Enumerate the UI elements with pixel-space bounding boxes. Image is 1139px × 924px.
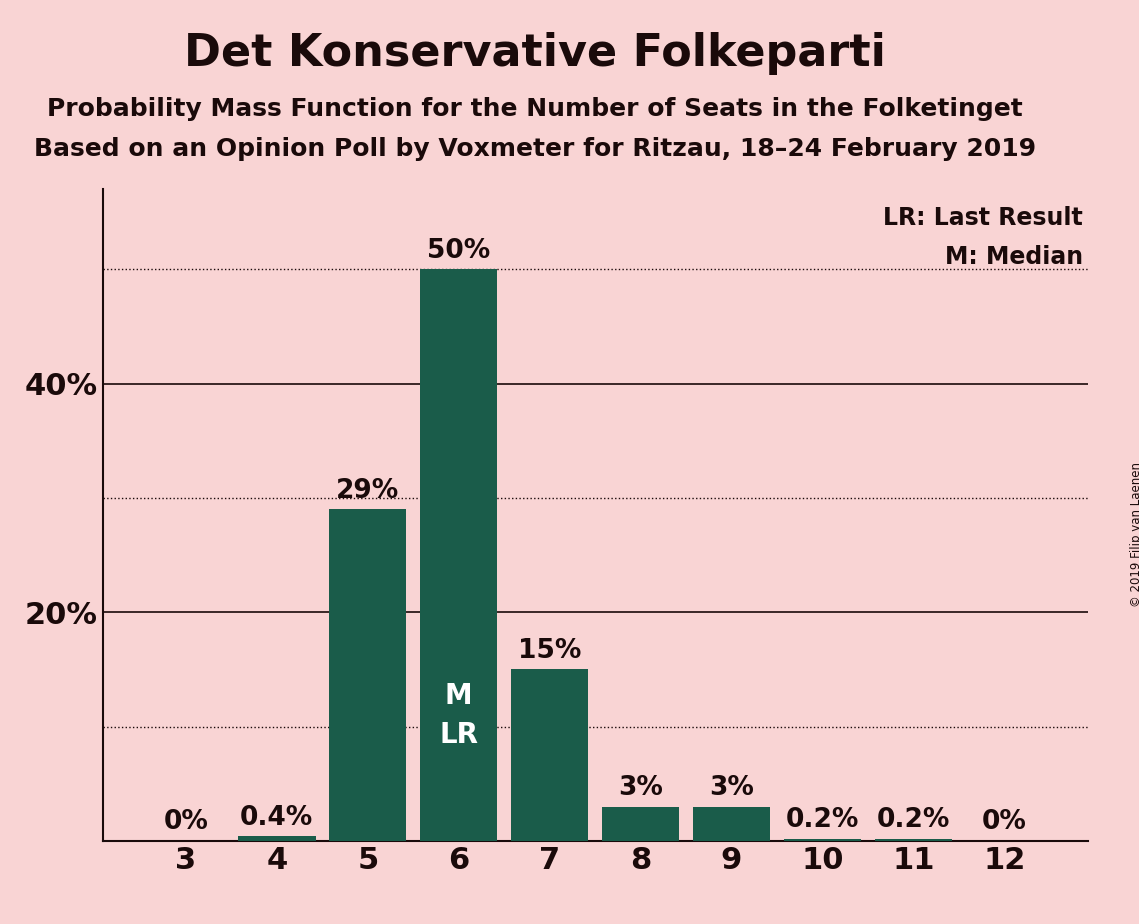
Text: 29%: 29%	[336, 478, 400, 504]
Text: 0%: 0%	[164, 809, 208, 835]
Text: 0.2%: 0.2%	[877, 807, 950, 833]
Bar	[601, 807, 679, 841]
Text: LR: Last Result: LR: Last Result	[883, 206, 1083, 230]
Bar	[693, 807, 770, 841]
Bar	[875, 839, 952, 841]
Bar	[238, 836, 316, 841]
Text: 0%: 0%	[982, 809, 1026, 835]
Text: Probability Mass Function for the Number of Seats in the Folketinget: Probability Mass Function for the Number…	[48, 97, 1023, 121]
Text: 3%: 3%	[710, 775, 754, 801]
Bar	[329, 509, 407, 841]
Text: 3%: 3%	[618, 775, 663, 801]
Text: M: Median: M: Median	[944, 245, 1083, 269]
Text: 50%: 50%	[427, 237, 491, 263]
Text: 0.4%: 0.4%	[240, 805, 313, 831]
Text: M
LR: M LR	[440, 682, 478, 748]
Bar	[784, 839, 861, 841]
Text: 15%: 15%	[518, 638, 581, 663]
Bar	[420, 270, 498, 841]
Text: © 2019 Filip van Laenen: © 2019 Filip van Laenen	[1130, 462, 1139, 607]
Text: Det Konservative Folkeparti: Det Konservative Folkeparti	[185, 32, 886, 76]
Text: 0.2%: 0.2%	[786, 807, 859, 833]
Text: Based on an Opinion Poll by Voxmeter for Ritzau, 18–24 February 2019: Based on an Opinion Poll by Voxmeter for…	[34, 137, 1036, 161]
Bar	[511, 669, 589, 841]
